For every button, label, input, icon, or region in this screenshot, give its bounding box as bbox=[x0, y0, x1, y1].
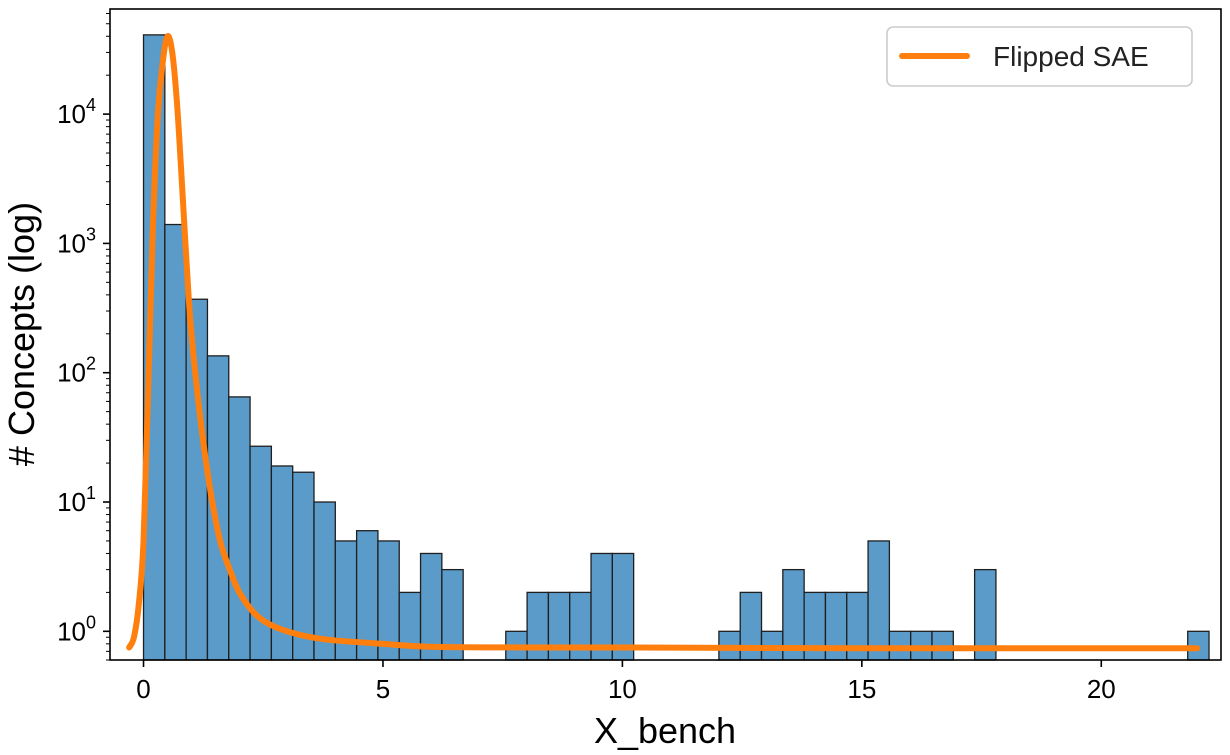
y-axis-label: # Concepts (log) bbox=[1, 202, 42, 466]
legend-label-flipped-sae: Flipped SAE bbox=[993, 41, 1149, 72]
y-tick-label: 102 bbox=[57, 354, 96, 388]
plot-frame bbox=[109, 8, 1222, 661]
histogram-bar bbox=[867, 540, 891, 661]
x-tick-label: 5 bbox=[376, 674, 390, 704]
y-tick-label: 100 bbox=[57, 612, 96, 646]
histogram-bar bbox=[611, 552, 635, 661]
y-tick-label: 103 bbox=[57, 224, 96, 258]
legend-box bbox=[886, 26, 1193, 87]
histogram-bar bbox=[228, 396, 251, 661]
histogram-bar bbox=[398, 591, 422, 661]
histogram-bar bbox=[249, 445, 273, 661]
legend: Flipped SAE bbox=[886, 26, 1193, 87]
x-tick-label: 20 bbox=[1087, 674, 1116, 704]
x-axis-label: X_bench bbox=[594, 710, 736, 751]
series-line-flipped-sae bbox=[126, 33, 1201, 652]
histogram-bar bbox=[590, 552, 613, 661]
y-axis-ticks: 100 101 102 103 104 bbox=[57, 12, 110, 661]
x-axis-ticks: 0 5 10 15 20 bbox=[136, 660, 1116, 704]
y-tick-label: 104 bbox=[57, 95, 96, 129]
y-tick-label: 101 bbox=[57, 483, 96, 517]
x-tick-label: 10 bbox=[608, 674, 637, 704]
x-tick-label: 0 bbox=[136, 674, 150, 704]
histogram-bars bbox=[142, 34, 1210, 661]
histogram-bar bbox=[185, 298, 209, 661]
histogram-bar bbox=[164, 223, 187, 661]
x-tick-label: 15 bbox=[847, 674, 876, 704]
